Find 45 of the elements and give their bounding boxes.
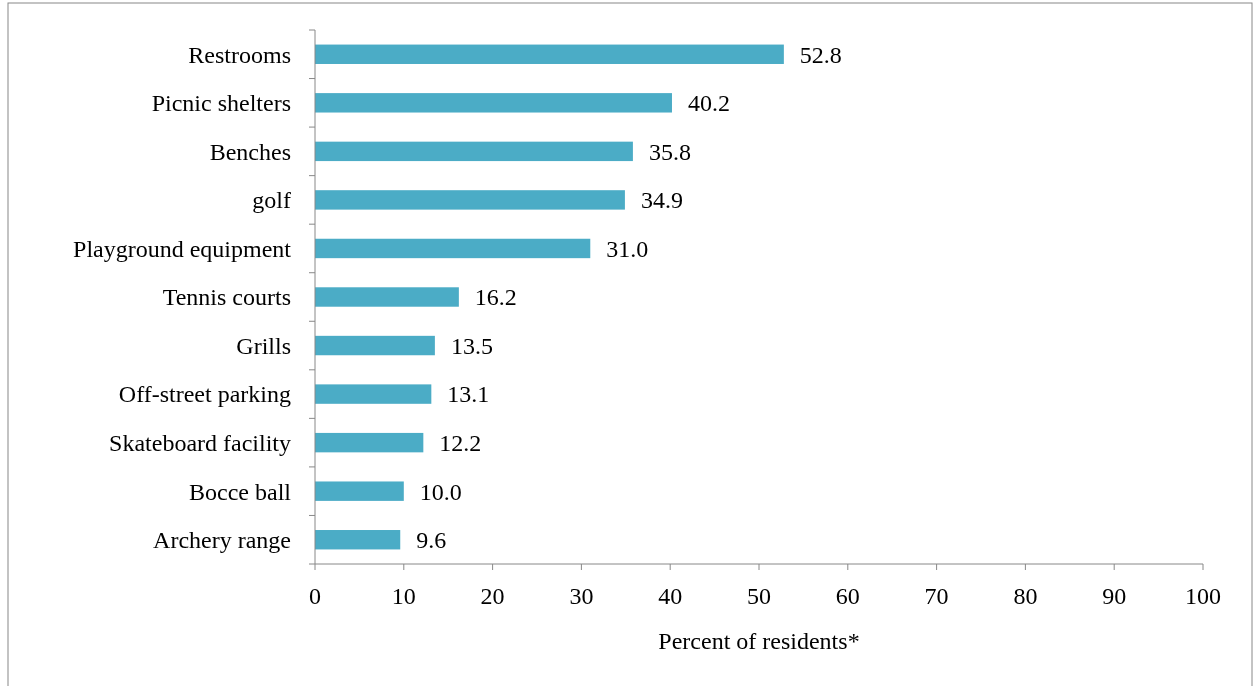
- x-tick-label: 10: [391, 583, 416, 609]
- x-tick-label: 30: [569, 583, 594, 609]
- bar: [315, 238, 591, 259]
- y-tick-label: golf: [252, 187, 291, 214]
- x-tick-label: 60: [835, 583, 860, 609]
- x-tick-label: 100: [1185, 583, 1221, 609]
- x-tick-label: 80: [1013, 583, 1038, 609]
- y-tick-label: Skateboard facility: [109, 430, 291, 457]
- x-tick-label: 90: [1102, 583, 1127, 609]
- bar: [315, 481, 404, 501]
- y-tick-label: Archery range: [153, 527, 291, 554]
- bar: [315, 44, 784, 64]
- y-tick-label: Picnic shelters: [151, 90, 291, 117]
- data-label: 9.6: [416, 527, 447, 554]
- data-label: 31.0: [606, 235, 649, 262]
- bar: [315, 384, 432, 404]
- x-tick-label: 70: [924, 583, 949, 609]
- data-label: 16.2: [474, 284, 517, 311]
- bar: [315, 335, 435, 356]
- data-label: 35.8: [648, 138, 691, 165]
- data-label: 13.1: [447, 381, 490, 408]
- y-tick-label: Playground equipment: [73, 235, 292, 262]
- bar: [315, 287, 459, 307]
- bar: [315, 93, 672, 113]
- bar: [315, 141, 633, 162]
- data-label: 34.9: [640, 187, 683, 214]
- y-tick-label: Benches: [209, 138, 291, 165]
- bar: [315, 432, 424, 453]
- y-tick-label: Tennis courts: [162, 284, 291, 311]
- y-tick-label: Restrooms: [188, 41, 291, 68]
- bar: [315, 190, 625, 210]
- data-label: 12.2: [439, 430, 482, 457]
- x-tick-label: 40: [658, 583, 683, 609]
- y-tick-label: Bocce ball: [189, 478, 292, 505]
- x-tick-label: 50: [747, 583, 771, 609]
- x-tick-label: 0: [309, 583, 321, 609]
- data-label: 10.0: [419, 478, 462, 505]
- data-label: 13.5: [450, 332, 493, 359]
- data-label: 40.2: [687, 90, 730, 117]
- bar: [315, 530, 401, 550]
- data-label: 52.8: [799, 41, 842, 68]
- y-tick-label: Off-street parking: [118, 381, 291, 408]
- y-tick-label: Grills: [236, 332, 291, 359]
- x-tick-label: 20: [480, 583, 505, 609]
- x-axis-title: Percent of residents*: [658, 628, 860, 654]
